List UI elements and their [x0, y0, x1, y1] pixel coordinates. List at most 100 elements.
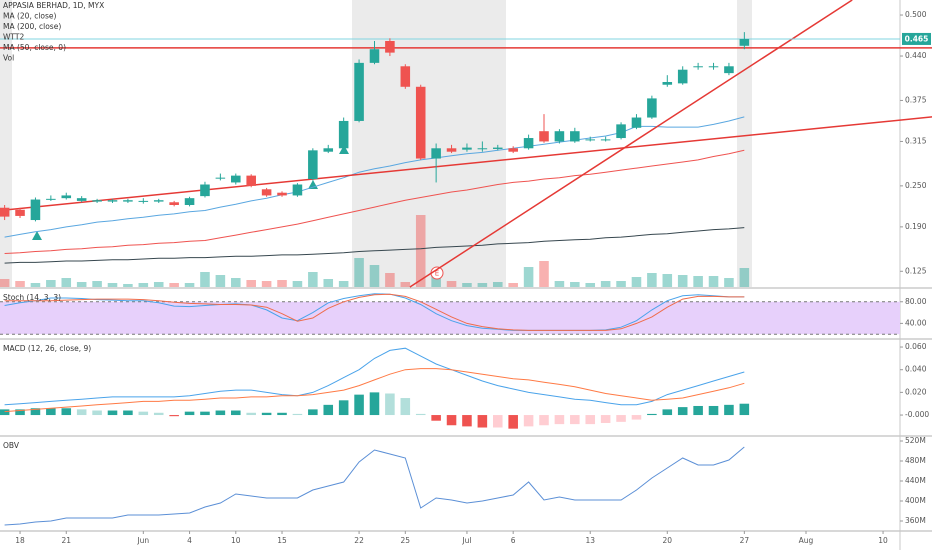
candle-body	[647, 98, 657, 118]
candle-body	[369, 49, 380, 63]
volume-bar	[153, 282, 164, 287]
legend-entry: WTT2	[3, 33, 24, 42]
histogram-bar	[338, 400, 349, 416]
histogram-bar	[369, 392, 380, 416]
volume-bar	[246, 280, 256, 287]
y-tick-label: 80.00	[905, 297, 927, 306]
candle-body	[739, 38, 750, 46]
histogram-bar	[231, 410, 241, 416]
x-tick-label: Jul	[461, 536, 471, 545]
volume-bar	[523, 267, 534, 287]
candle-body	[92, 200, 102, 202]
y-tick-label: 400M	[905, 496, 926, 505]
band	[0, 301, 900, 335]
volume-bar	[61, 278, 72, 287]
volume-bar	[631, 277, 642, 287]
x-tick-label: Jun	[136, 536, 149, 545]
last-price-box	[902, 32, 931, 45]
x-tick-label: 10	[231, 536, 241, 545]
candle-body	[261, 189, 272, 196]
candle-body	[462, 147, 472, 150]
volume-bar	[107, 283, 118, 287]
volume-bar	[231, 278, 241, 287]
candle-body	[30, 199, 41, 221]
histogram-bar	[739, 403, 750, 416]
candle-body	[123, 200, 133, 202]
histogram-bar	[724, 404, 734, 416]
volume-bar	[277, 280, 287, 287]
volume-bar	[431, 272, 441, 287]
candle-body	[231, 175, 241, 183]
pane-title: MACD (12, 26, close, 9)	[3, 344, 91, 353]
x-tick-label: 4	[187, 536, 192, 545]
candle-body	[354, 62, 364, 121]
histogram-bar	[30, 408, 41, 416]
histogram-bar	[585, 415, 596, 425]
histogram-bar	[508, 415, 518, 429]
volume-bar	[400, 282, 411, 287]
volume-bar	[0, 279, 10, 287]
candle-body	[107, 200, 118, 202]
y-tick-label: 520M	[905, 436, 926, 445]
y-tick-label: 0.375	[905, 95, 927, 104]
volume-bar	[138, 283, 149, 287]
volume-bar	[123, 284, 133, 287]
candle-body	[76, 198, 87, 201]
candle-body	[46, 198, 56, 200]
histogram-bar	[277, 412, 287, 416]
histogram-bar	[123, 410, 133, 416]
candle-body	[169, 202, 179, 205]
histogram-bar	[600, 415, 611, 423]
candle-body	[508, 148, 518, 152]
histogram-bar	[354, 394, 364, 416]
y-tick-label: 440M	[905, 476, 926, 485]
volume-bar	[477, 283, 488, 287]
histogram-bar	[153, 412, 164, 416]
histogram-bar	[0, 409, 10, 416]
histogram-bar	[92, 410, 102, 416]
candle-body	[431, 148, 441, 159]
last-price-label: 0.465	[905, 34, 929, 43]
histogram-bar	[184, 411, 195, 416]
volume-bar	[585, 283, 596, 287]
candle-body	[446, 148, 457, 152]
candle-body	[539, 131, 549, 142]
histogram-bar	[647, 413, 657, 416]
volume-bar	[647, 273, 657, 287]
session-shade	[352, 0, 506, 287]
histogram-bar	[677, 407, 688, 416]
series-line	[4, 293, 745, 331]
signal-arrow	[32, 231, 42, 240]
y-tick-label: 0.250	[905, 181, 927, 190]
histogram-bar	[246, 412, 256, 416]
y-tick-label: 0.040	[905, 365, 927, 374]
candle-body	[184, 198, 195, 205]
histogram-bar	[385, 393, 395, 416]
series-line	[4, 368, 745, 413]
volume-bar	[462, 283, 472, 287]
histogram-bar	[554, 415, 565, 425]
x-tick-label: Aug	[799, 536, 814, 545]
histogram-bar	[15, 409, 25, 416]
legend-entry: Vol	[3, 54, 14, 63]
x-tick-label: 6	[511, 536, 516, 545]
histogram-bar	[292, 413, 303, 416]
candle-body	[61, 195, 72, 199]
volume-bar	[200, 272, 210, 287]
volume-bar	[184, 283, 195, 287]
histogram-bar	[138, 411, 149, 416]
candle-body	[277, 192, 287, 196]
volume-bar	[508, 283, 518, 287]
candle-body	[570, 131, 580, 142]
x-tick-label: 15	[277, 536, 287, 545]
histogram-bar	[46, 408, 56, 416]
candle-body	[323, 148, 334, 152]
volume-bar	[169, 283, 179, 287]
volume-bar	[292, 281, 303, 287]
y-tick-label: 0.020	[905, 387, 927, 396]
histogram-bar	[708, 405, 719, 416]
series-line	[4, 227, 745, 264]
candle-body	[616, 124, 626, 139]
y-tick-label: 0.060	[905, 342, 927, 351]
